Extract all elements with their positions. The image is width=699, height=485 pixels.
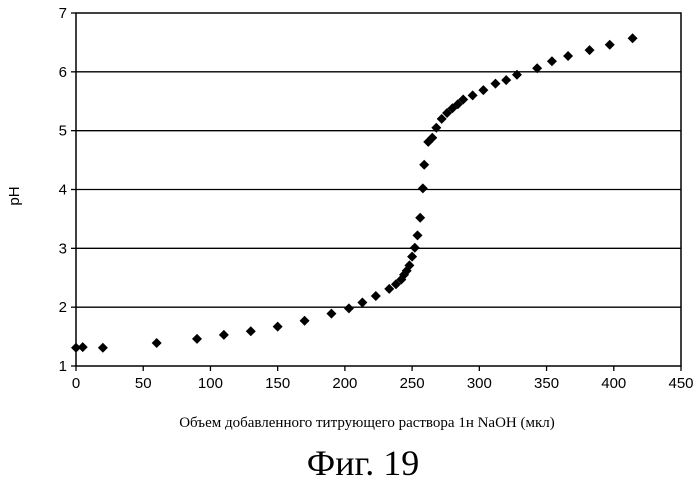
x-tick-label: 50 xyxy=(135,375,152,392)
x-tick-label: 400 xyxy=(601,375,626,392)
x-tick-label: 150 xyxy=(265,375,290,392)
y-tick-label: 4 xyxy=(59,182,67,199)
data-point xyxy=(468,90,478,100)
y-axis-label: pH xyxy=(6,186,23,205)
y-tick-label: 1 xyxy=(59,358,67,375)
y-tick-label: 7 xyxy=(59,5,67,22)
data-point xyxy=(326,309,336,319)
data-point xyxy=(407,252,417,262)
data-points xyxy=(71,33,638,352)
y-axis-ticks: 1 2 3 4 5 6 7 xyxy=(59,5,76,375)
data-point xyxy=(419,160,429,170)
data-point xyxy=(605,40,615,50)
x-tick-label: 300 xyxy=(467,375,492,392)
x-tick-label: 200 xyxy=(332,375,357,392)
data-point xyxy=(246,326,256,336)
gridlines xyxy=(76,72,681,307)
y-tick-label: 5 xyxy=(59,123,67,140)
data-point xyxy=(192,334,202,344)
figure-caption: Фиг. 19 xyxy=(307,443,419,483)
data-point xyxy=(501,75,511,85)
x-tick-label: 450 xyxy=(668,375,693,392)
data-point xyxy=(478,85,488,95)
x-tick-label: 100 xyxy=(198,375,223,392)
data-point xyxy=(410,243,420,253)
y-tick-label: 2 xyxy=(59,299,67,316)
data-point xyxy=(415,213,425,223)
y-tick-label: 6 xyxy=(59,64,67,81)
data-point xyxy=(585,45,595,55)
data-point xyxy=(418,183,428,193)
x-tick-label: 250 xyxy=(400,375,425,392)
data-point xyxy=(628,33,638,43)
data-point xyxy=(152,338,162,348)
data-point xyxy=(78,342,88,352)
data-point xyxy=(219,330,229,340)
data-point xyxy=(344,303,354,313)
data-point xyxy=(300,316,310,326)
y-tick-label: 3 xyxy=(59,240,67,257)
data-point xyxy=(412,230,422,240)
data-point xyxy=(98,343,108,353)
data-point xyxy=(563,51,573,61)
data-point xyxy=(371,291,381,301)
x-axis-label: Объем добавленного титрующего раствора 1… xyxy=(179,415,555,431)
data-point xyxy=(357,297,367,307)
data-point xyxy=(547,56,557,66)
data-point xyxy=(273,322,283,332)
data-point xyxy=(490,79,500,89)
x-axis-ticks: 0 50 100 150 200 250 300 350 400 450 xyxy=(72,366,694,392)
x-tick-label: 350 xyxy=(534,375,559,392)
x-tick-label: 0 xyxy=(72,375,80,392)
